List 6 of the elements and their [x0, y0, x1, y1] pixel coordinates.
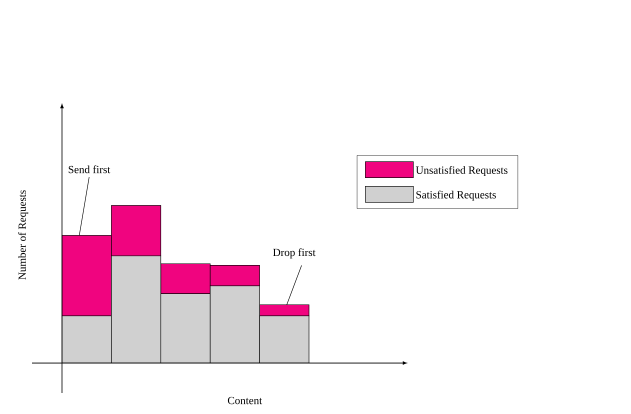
text: Send first — [68, 165, 110, 174]
annotation: Drop first — [273, 248, 316, 258]
x-axis-title: Content — [228, 396, 262, 404]
legend-label: Satisfied Requests — [416, 190, 496, 201]
y-axis-title: Number of Requests — [18, 190, 28, 280]
legend-label: Unsatisfied Requests — [416, 166, 508, 176]
